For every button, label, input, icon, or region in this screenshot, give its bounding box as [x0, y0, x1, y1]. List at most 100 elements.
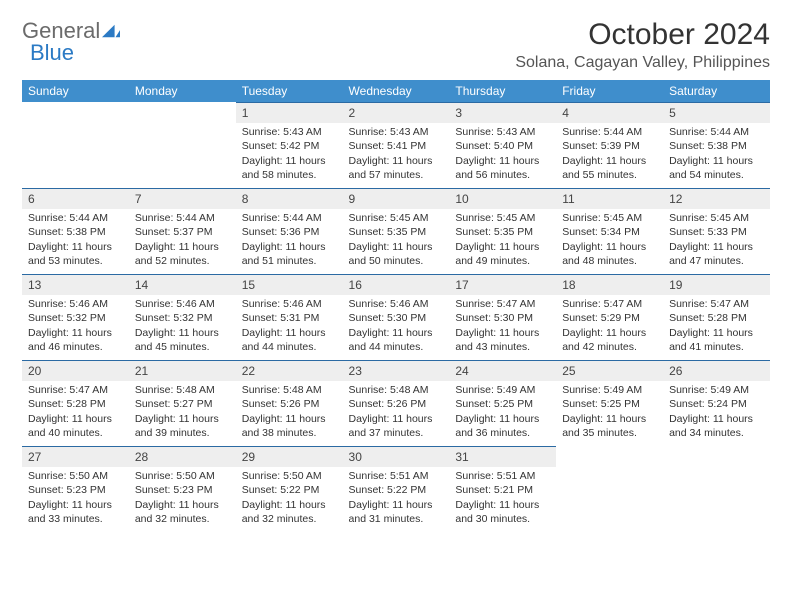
day-number: 30: [343, 446, 450, 467]
weekday-header: Thursday: [449, 80, 556, 102]
day-content: Sunrise: 5:51 AMSunset: 5:22 PMDaylight:…: [343, 467, 450, 530]
logo-word2: Blue: [30, 40, 74, 66]
calendar-cell: 24Sunrise: 5:49 AMSunset: 5:25 PMDayligh…: [449, 360, 556, 446]
day-content: Sunrise: 5:46 AMSunset: 5:32 PMDaylight:…: [22, 295, 129, 358]
calendar-table: SundayMondayTuesdayWednesdayThursdayFrid…: [22, 80, 770, 532]
calendar-cell: [663, 446, 770, 532]
day-number: 29: [236, 446, 343, 467]
day-number: 2: [343, 102, 450, 123]
calendar-cell: 21Sunrise: 5:48 AMSunset: 5:27 PMDayligh…: [129, 360, 236, 446]
day-number: 25: [556, 360, 663, 381]
calendar-cell: 12Sunrise: 5:45 AMSunset: 5:33 PMDayligh…: [663, 188, 770, 274]
weekday-header-row: SundayMondayTuesdayWednesdayThursdayFrid…: [22, 80, 770, 102]
calendar-row: 6Sunrise: 5:44 AMSunset: 5:38 PMDaylight…: [22, 188, 770, 274]
weekday-header: Wednesday: [343, 80, 450, 102]
day-content: Sunrise: 5:45 AMSunset: 5:35 PMDaylight:…: [343, 209, 450, 272]
day-content: Sunrise: 5:46 AMSunset: 5:32 PMDaylight:…: [129, 295, 236, 358]
day-number: 5: [663, 102, 770, 123]
day-number: 8: [236, 188, 343, 209]
calendar-cell: 5Sunrise: 5:44 AMSunset: 5:38 PMDaylight…: [663, 102, 770, 188]
day-number: 3: [449, 102, 556, 123]
weekday-header: Saturday: [663, 80, 770, 102]
day-number: 13: [22, 274, 129, 295]
day-content: Sunrise: 5:47 AMSunset: 5:29 PMDaylight:…: [556, 295, 663, 358]
day-content: Sunrise: 5:48 AMSunset: 5:26 PMDaylight:…: [343, 381, 450, 444]
calendar-cell: [556, 446, 663, 532]
title-block: October 2024 Solana, Cagayan Valley, Phi…: [515, 18, 770, 72]
day-number: 6: [22, 188, 129, 209]
day-number: 22: [236, 360, 343, 381]
day-content: Sunrise: 5:45 AMSunset: 5:33 PMDaylight:…: [663, 209, 770, 272]
header: General October 2024 Solana, Cagayan Val…: [22, 18, 770, 72]
day-number: 14: [129, 274, 236, 295]
calendar-row: 1Sunrise: 5:43 AMSunset: 5:42 PMDaylight…: [22, 102, 770, 188]
day-content: Sunrise: 5:47 AMSunset: 5:28 PMDaylight:…: [22, 381, 129, 444]
day-content: Sunrise: 5:49 AMSunset: 5:24 PMDaylight:…: [663, 381, 770, 444]
day-content: Sunrise: 5:44 AMSunset: 5:39 PMDaylight:…: [556, 123, 663, 186]
day-content: Sunrise: 5:47 AMSunset: 5:30 PMDaylight:…: [449, 295, 556, 358]
calendar-body: 1Sunrise: 5:43 AMSunset: 5:42 PMDaylight…: [22, 102, 770, 532]
calendar-cell: 9Sunrise: 5:45 AMSunset: 5:35 PMDaylight…: [343, 188, 450, 274]
day-number: 15: [236, 274, 343, 295]
day-number: 27: [22, 446, 129, 467]
calendar-cell: 26Sunrise: 5:49 AMSunset: 5:24 PMDayligh…: [663, 360, 770, 446]
day-content: Sunrise: 5:50 AMSunset: 5:22 PMDaylight:…: [236, 467, 343, 530]
month-title: October 2024: [515, 18, 770, 52]
day-content: Sunrise: 5:49 AMSunset: 5:25 PMDaylight:…: [449, 381, 556, 444]
calendar-cell: 8Sunrise: 5:44 AMSunset: 5:36 PMDaylight…: [236, 188, 343, 274]
day-number: 19: [663, 274, 770, 295]
calendar-row: 20Sunrise: 5:47 AMSunset: 5:28 PMDayligh…: [22, 360, 770, 446]
day-content: Sunrise: 5:51 AMSunset: 5:21 PMDaylight:…: [449, 467, 556, 530]
calendar-row: 27Sunrise: 5:50 AMSunset: 5:23 PMDayligh…: [22, 446, 770, 532]
weekday-header: Friday: [556, 80, 663, 102]
calendar-cell: [129, 102, 236, 188]
day-content: Sunrise: 5:44 AMSunset: 5:38 PMDaylight:…: [663, 123, 770, 186]
calendar-row: 13Sunrise: 5:46 AMSunset: 5:32 PMDayligh…: [22, 274, 770, 360]
weekday-header: Monday: [129, 80, 236, 102]
calendar-cell: [22, 102, 129, 188]
calendar-cell: 13Sunrise: 5:46 AMSunset: 5:32 PMDayligh…: [22, 274, 129, 360]
calendar-cell: 27Sunrise: 5:50 AMSunset: 5:23 PMDayligh…: [22, 446, 129, 532]
day-content: Sunrise: 5:50 AMSunset: 5:23 PMDaylight:…: [22, 467, 129, 530]
day-number: 23: [343, 360, 450, 381]
calendar-cell: 28Sunrise: 5:50 AMSunset: 5:23 PMDayligh…: [129, 446, 236, 532]
day-content: Sunrise: 5:44 AMSunset: 5:38 PMDaylight:…: [22, 209, 129, 272]
day-content: Sunrise: 5:49 AMSunset: 5:25 PMDaylight:…: [556, 381, 663, 444]
day-number: 12: [663, 188, 770, 209]
calendar-cell: 3Sunrise: 5:43 AMSunset: 5:40 PMDaylight…: [449, 102, 556, 188]
calendar-cell: 17Sunrise: 5:47 AMSunset: 5:30 PMDayligh…: [449, 274, 556, 360]
sail-icon: [102, 24, 120, 38]
calendar-cell: 10Sunrise: 5:45 AMSunset: 5:35 PMDayligh…: [449, 188, 556, 274]
day-content: Sunrise: 5:45 AMSunset: 5:34 PMDaylight:…: [556, 209, 663, 272]
calendar-cell: 22Sunrise: 5:48 AMSunset: 5:26 PMDayligh…: [236, 360, 343, 446]
day-content: Sunrise: 5:47 AMSunset: 5:28 PMDaylight:…: [663, 295, 770, 358]
calendar-cell: 15Sunrise: 5:46 AMSunset: 5:31 PMDayligh…: [236, 274, 343, 360]
day-number: 26: [663, 360, 770, 381]
day-number: 1: [236, 102, 343, 123]
calendar-cell: 1Sunrise: 5:43 AMSunset: 5:42 PMDaylight…: [236, 102, 343, 188]
day-content: Sunrise: 5:50 AMSunset: 5:23 PMDaylight:…: [129, 467, 236, 530]
day-content: Sunrise: 5:48 AMSunset: 5:26 PMDaylight:…: [236, 381, 343, 444]
day-number: 24: [449, 360, 556, 381]
day-content: Sunrise: 5:46 AMSunset: 5:31 PMDaylight:…: [236, 295, 343, 358]
calendar-cell: 25Sunrise: 5:49 AMSunset: 5:25 PMDayligh…: [556, 360, 663, 446]
day-number: 28: [129, 446, 236, 467]
day-number: 11: [556, 188, 663, 209]
calendar-cell: 19Sunrise: 5:47 AMSunset: 5:28 PMDayligh…: [663, 274, 770, 360]
day-number: 17: [449, 274, 556, 295]
day-number: 20: [22, 360, 129, 381]
day-content: Sunrise: 5:44 AMSunset: 5:36 PMDaylight:…: [236, 209, 343, 272]
day-content: Sunrise: 5:43 AMSunset: 5:41 PMDaylight:…: [343, 123, 450, 186]
day-number: 21: [129, 360, 236, 381]
day-content: Sunrise: 5:46 AMSunset: 5:30 PMDaylight:…: [343, 295, 450, 358]
calendar-cell: 31Sunrise: 5:51 AMSunset: 5:21 PMDayligh…: [449, 446, 556, 532]
location: Solana, Cagayan Valley, Philippines: [515, 54, 770, 72]
calendar-cell: 20Sunrise: 5:47 AMSunset: 5:28 PMDayligh…: [22, 360, 129, 446]
day-number: 16: [343, 274, 450, 295]
day-number: 7: [129, 188, 236, 209]
weekday-header: Sunday: [22, 80, 129, 102]
calendar-cell: 4Sunrise: 5:44 AMSunset: 5:39 PMDaylight…: [556, 102, 663, 188]
calendar-cell: 6Sunrise: 5:44 AMSunset: 5:38 PMDaylight…: [22, 188, 129, 274]
day-number: 4: [556, 102, 663, 123]
day-content: Sunrise: 5:43 AMSunset: 5:42 PMDaylight:…: [236, 123, 343, 186]
